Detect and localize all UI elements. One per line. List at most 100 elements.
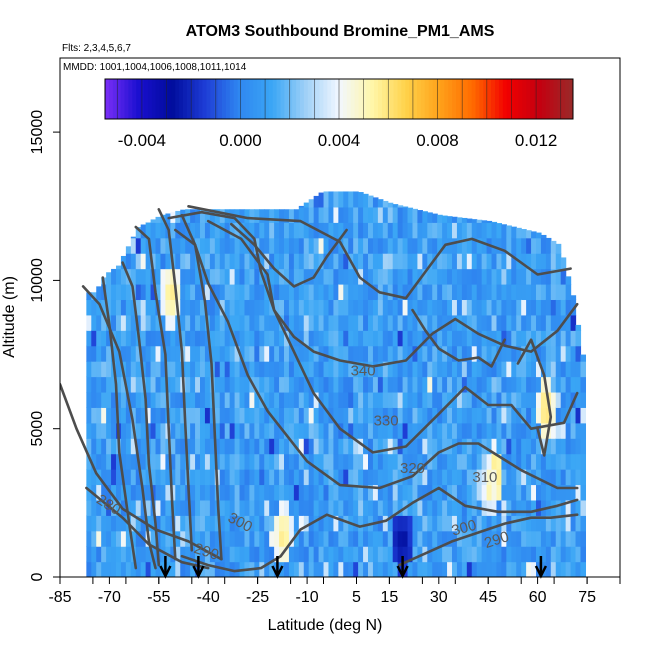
curtain-cell [264,515,270,532]
curtain-cell [96,422,102,439]
curtain-cell [200,453,206,470]
curtain-cell [323,222,330,239]
curtain-cell [447,345,453,362]
curtain-cell [106,376,112,393]
curtain-cell [506,484,512,501]
curtain-cell [224,484,231,501]
curtain-cell [343,453,349,470]
curtain-cell [160,268,167,285]
colorbar-segment [237,79,242,119]
curtain-cell [145,561,152,577]
curtain-cell [555,453,562,470]
curtain-cell [377,391,384,408]
curtain-cell [402,530,409,547]
curtain-cell [284,561,290,577]
curtain-cell [244,484,251,501]
curtain-cell [432,499,438,516]
curtain-cell [170,422,176,439]
curtain-cell [363,561,369,577]
curtain-cell [531,253,537,270]
curtain-cell [348,345,354,362]
curtain-cell [318,314,325,331]
curtain-cell [264,314,270,331]
curtain-cell [476,314,483,331]
contour-lines [60,205,579,573]
curtain-cell [279,299,285,316]
curtain-cell [466,222,473,239]
curtain-cell [343,361,349,378]
curtain-cell [348,453,354,470]
curtain-cell [466,376,473,393]
dates-label: MMDD: 1001,1004,1006,1008,1011,1014 [63,62,247,73]
colorbar-segment [370,79,375,119]
curtain-cell [358,499,364,516]
curtain-cell [516,422,522,439]
curtain-cell [363,193,369,208]
curtain-cell [447,546,453,563]
curtain-cell [219,222,226,239]
curtain-cell [466,283,473,301]
curtain-cell [308,391,315,408]
curtain-cell [200,407,206,424]
curtain-cell [284,222,290,239]
flights-label: Flts: 2,3,4,5,6,7 [62,43,131,54]
curtain-cell [501,453,507,470]
curtain-cell [303,391,310,408]
curtain-cell [333,330,339,347]
curtain-cell [476,515,483,532]
curtain-cell [432,376,438,393]
curtain-cell [150,299,157,316]
curtain-cell [155,515,162,532]
curtain-cell [323,361,330,378]
curtain-cell [111,422,117,439]
curtain-cell [368,391,374,408]
curtain-cell [328,438,335,455]
curtain-cell [402,314,409,331]
curtain-cell [190,484,196,501]
curtain-cell [125,345,132,362]
curtain-cell [111,530,117,547]
curtain-cell [116,484,122,501]
curtain-cell [125,546,132,563]
curtain-cell [570,422,577,439]
curtain-cell [234,376,241,393]
curtain-cell [456,391,463,408]
curtain-cell [165,453,171,470]
curtain-cell [313,515,320,532]
curtain-cell [303,546,310,563]
curtain-cell [387,376,394,393]
colorbar-segment [342,79,348,119]
curtain-cell [452,453,458,470]
curtain-cell [392,222,399,239]
curtain-cell [244,422,251,439]
curtain-cell [269,268,275,285]
y-tick-label: 5000 [29,411,46,447]
curtain-cell [412,469,419,486]
curtain-cell [506,407,512,424]
curtain-cell [570,438,577,455]
curtain-cell [550,530,557,547]
curtain-cell [239,546,246,563]
curtain-cell [387,268,394,285]
curtain-cell [140,438,147,455]
curtain-cell [343,515,349,532]
curtain-cell [343,546,349,563]
curtain-cell [313,453,320,470]
curtain-cell [442,268,448,285]
curtain-cell [555,469,562,486]
curtain-cell [155,253,162,270]
curtain-cell [185,253,191,270]
curtain-cell [165,438,171,455]
curtain-cell [550,391,557,408]
curtain-cell [323,407,330,424]
colorbar-segment [350,79,356,119]
curtain-cell [239,422,246,439]
curtain-cell [145,253,152,270]
colorbar-segment [257,79,262,119]
curtain-cell [382,530,389,547]
curtain-cell [382,422,389,439]
curtain-cell [501,407,507,424]
curtain-cell [363,422,369,439]
curtain-cell [269,422,275,439]
